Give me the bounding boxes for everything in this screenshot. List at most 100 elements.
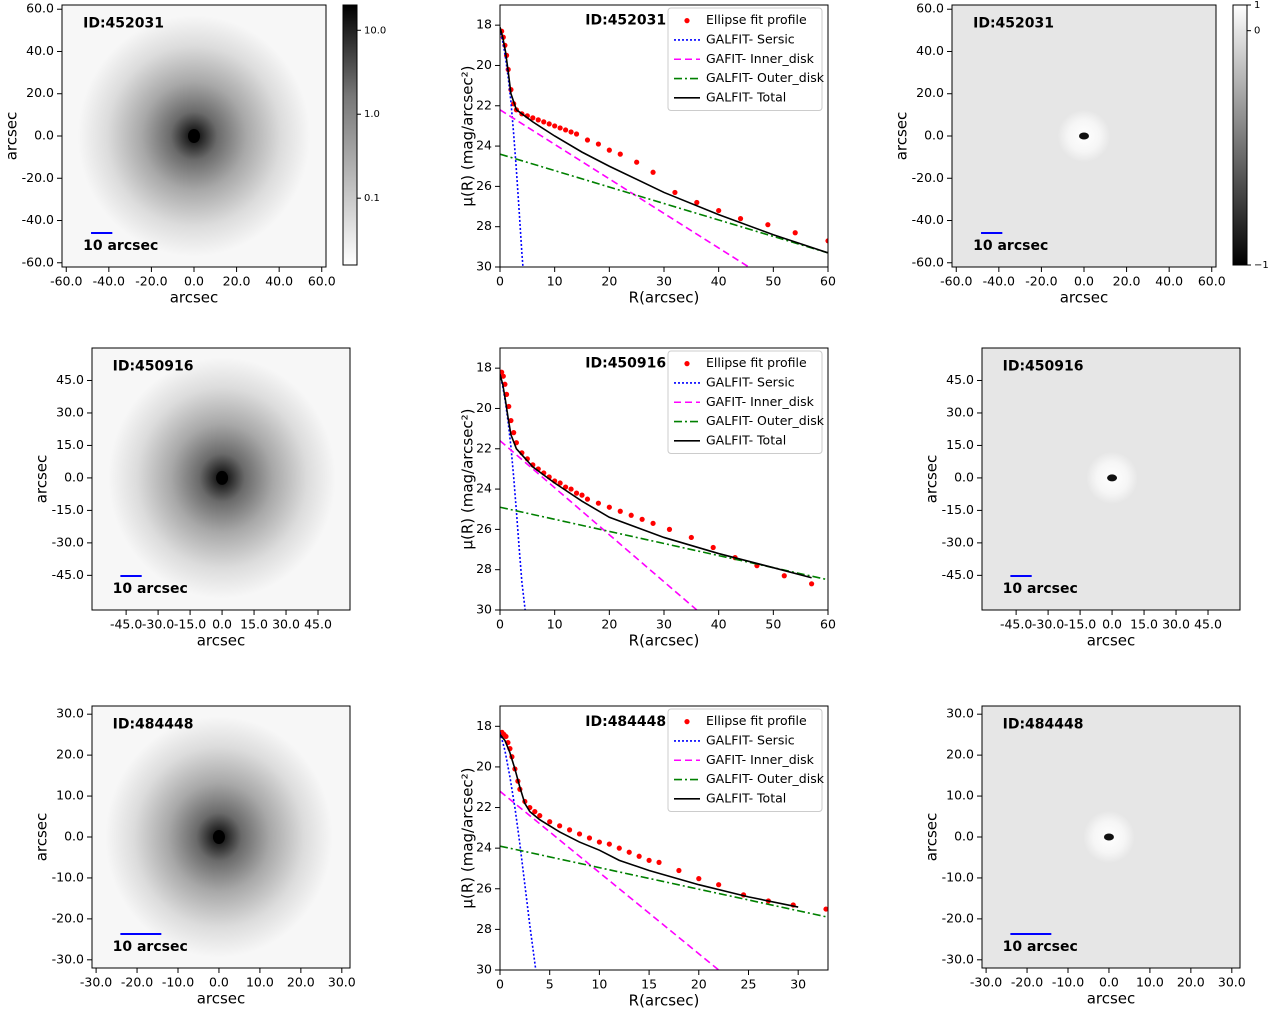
data-point [634,159,640,165]
y-tick-label: 28 [476,561,492,576]
y-tick-label: 30 [476,962,492,977]
x-tick-label: 30.0 [1218,975,1246,990]
x-tick-label: -30.0 [80,975,112,990]
y-tick-label: 10.0 [946,788,974,803]
y-tick-label: 20.0 [946,747,974,762]
x-tick-label: 10 [591,977,607,992]
x-tick-label: 60.0 [308,274,336,289]
x-tick-label: 20.0 [1113,274,1141,289]
x-tick-label: 20.0 [287,975,315,990]
y-tick-label: -30.0 [52,951,84,966]
model-line [500,26,828,254]
y-tick-label: 60.0 [26,1,54,16]
data-point [532,809,538,815]
data-point [676,867,682,874]
data-point [530,115,536,121]
y-tick-label: -15.0 [942,502,974,517]
data-point [586,835,593,841]
y-tick-label: 20 [476,758,492,773]
data-point [710,544,716,551]
y-tick-label: -20.0 [22,170,54,185]
y-tick-label: 18 [476,360,492,375]
data-point [606,147,612,153]
panel-id: ID:484448 [585,714,666,730]
plot-frame [499,347,829,611]
y-tick-label: 28 [476,921,492,936]
data-point [500,369,505,375]
y-tick-label: -15.0 [52,502,84,517]
y-tick-label: 22 [476,799,492,814]
data-point [765,222,771,228]
y-tick-label: 20.0 [56,747,84,762]
colorbar [1232,4,1248,266]
data-point [792,230,798,236]
colorbar [342,4,358,266]
y-tick-label: 30.0 [56,404,84,419]
legend-marker [684,719,690,725]
colorbar-tick-label: 1.0 [364,109,380,120]
data-point [573,131,580,137]
y-tick-label: 26 [476,521,492,536]
panel-id: ID:452031 [83,15,164,31]
y-axis-label: arcsec [33,813,51,862]
legend-label: Ellipse fit profile [706,713,807,728]
x-tick-label: 0.0 [212,617,232,632]
y-tick-label: 24 [476,481,492,496]
x-tick-label: -20.0 [135,274,167,289]
x-axis-label: arcsec [1060,289,1109,307]
x-axis-label: arcsec [197,632,246,650]
x-tick-label: 50 [765,274,781,289]
y-tick-label: -20.0 [912,170,944,185]
y-tick-label: 0.0 [954,469,974,484]
data-point [694,199,700,206]
legend-label: GALFIT- Total [706,89,786,104]
y-tick-label: 45.0 [56,372,84,387]
x-tick-label: 20 [601,617,617,632]
data-point [500,373,506,379]
model-line [500,373,812,579]
residual-core [1079,132,1089,140]
y-tick-label: 40.0 [26,43,54,58]
x-tick-label: 30.0 [1162,617,1190,632]
x-axis-label: R(arcsec) [629,632,700,650]
data-point [563,484,569,490]
plot-area [500,26,828,267]
x-tick-label: 10 [547,274,563,289]
y-tick-label: 20.0 [26,85,54,100]
data-point [573,490,580,496]
y-tick-label: -40.0 [912,212,944,227]
data-point [535,117,541,123]
data-point [568,129,574,135]
data-point [563,127,569,133]
data-point [576,831,583,837]
y-tick-label: -60.0 [912,254,944,269]
colorbar-tick-label: 0 [1254,26,1260,37]
y-tick-label: 10.0 [56,788,84,803]
x-tick-label: 5 [546,977,554,992]
model-line [500,732,537,970]
x-tick-label: 40 [711,617,727,632]
legend-label: GALFIT- Outer_disk [706,771,825,786]
residual-image [982,706,1240,968]
x-axis-label: R(arcsec) [629,992,700,1010]
data-point [568,486,574,492]
y-tick-label: 0.0 [954,829,974,844]
x-tick-label: -20.0 [1025,274,1057,289]
y-tick-label: 22 [476,97,492,112]
panel-id: ID:450916 [1003,358,1084,374]
x-tick-label: 15.0 [1130,617,1158,632]
galaxy-image [62,5,326,267]
galaxy-core [188,129,200,143]
y-tick-label: -20.0 [942,910,974,925]
y-tick-label: 60.0 [916,1,944,16]
x-tick-label: -45.0 [1000,617,1032,632]
plot-frame [499,705,829,971]
legend-box [667,708,823,812]
legend-label: GALFIT- Total [706,790,786,805]
data-point [541,119,547,125]
data-point [716,207,722,214]
data-point [557,125,563,131]
legend: Ellipse fit profile GALFIT- Sersic GAFIT- … [667,350,825,454]
legend-marker [684,18,690,24]
x-tick-label: 30.0 [272,617,300,632]
